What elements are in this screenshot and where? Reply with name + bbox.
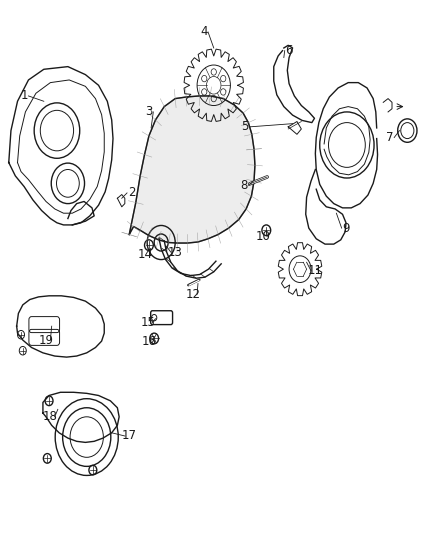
Text: 3: 3 [145,106,152,118]
Text: 1: 1 [20,90,28,102]
Text: 13: 13 [168,246,183,259]
Text: 9: 9 [342,222,350,235]
Text: 10: 10 [255,230,270,243]
Text: 15: 15 [141,316,155,329]
Text: 4: 4 [200,26,208,38]
Text: 2: 2 [127,187,135,199]
Text: 8: 8 [241,179,248,192]
Text: 18: 18 [43,410,58,423]
Text: 14: 14 [138,248,153,261]
Text: 12: 12 [185,288,200,301]
Text: 5: 5 [242,120,249,133]
Text: 11: 11 [308,264,323,277]
Text: 17: 17 [122,430,137,442]
Text: 7: 7 [386,131,394,144]
Text: 16: 16 [141,335,156,348]
Text: 19: 19 [39,334,53,346]
Polygon shape [129,96,255,243]
Text: 6: 6 [285,44,293,57]
